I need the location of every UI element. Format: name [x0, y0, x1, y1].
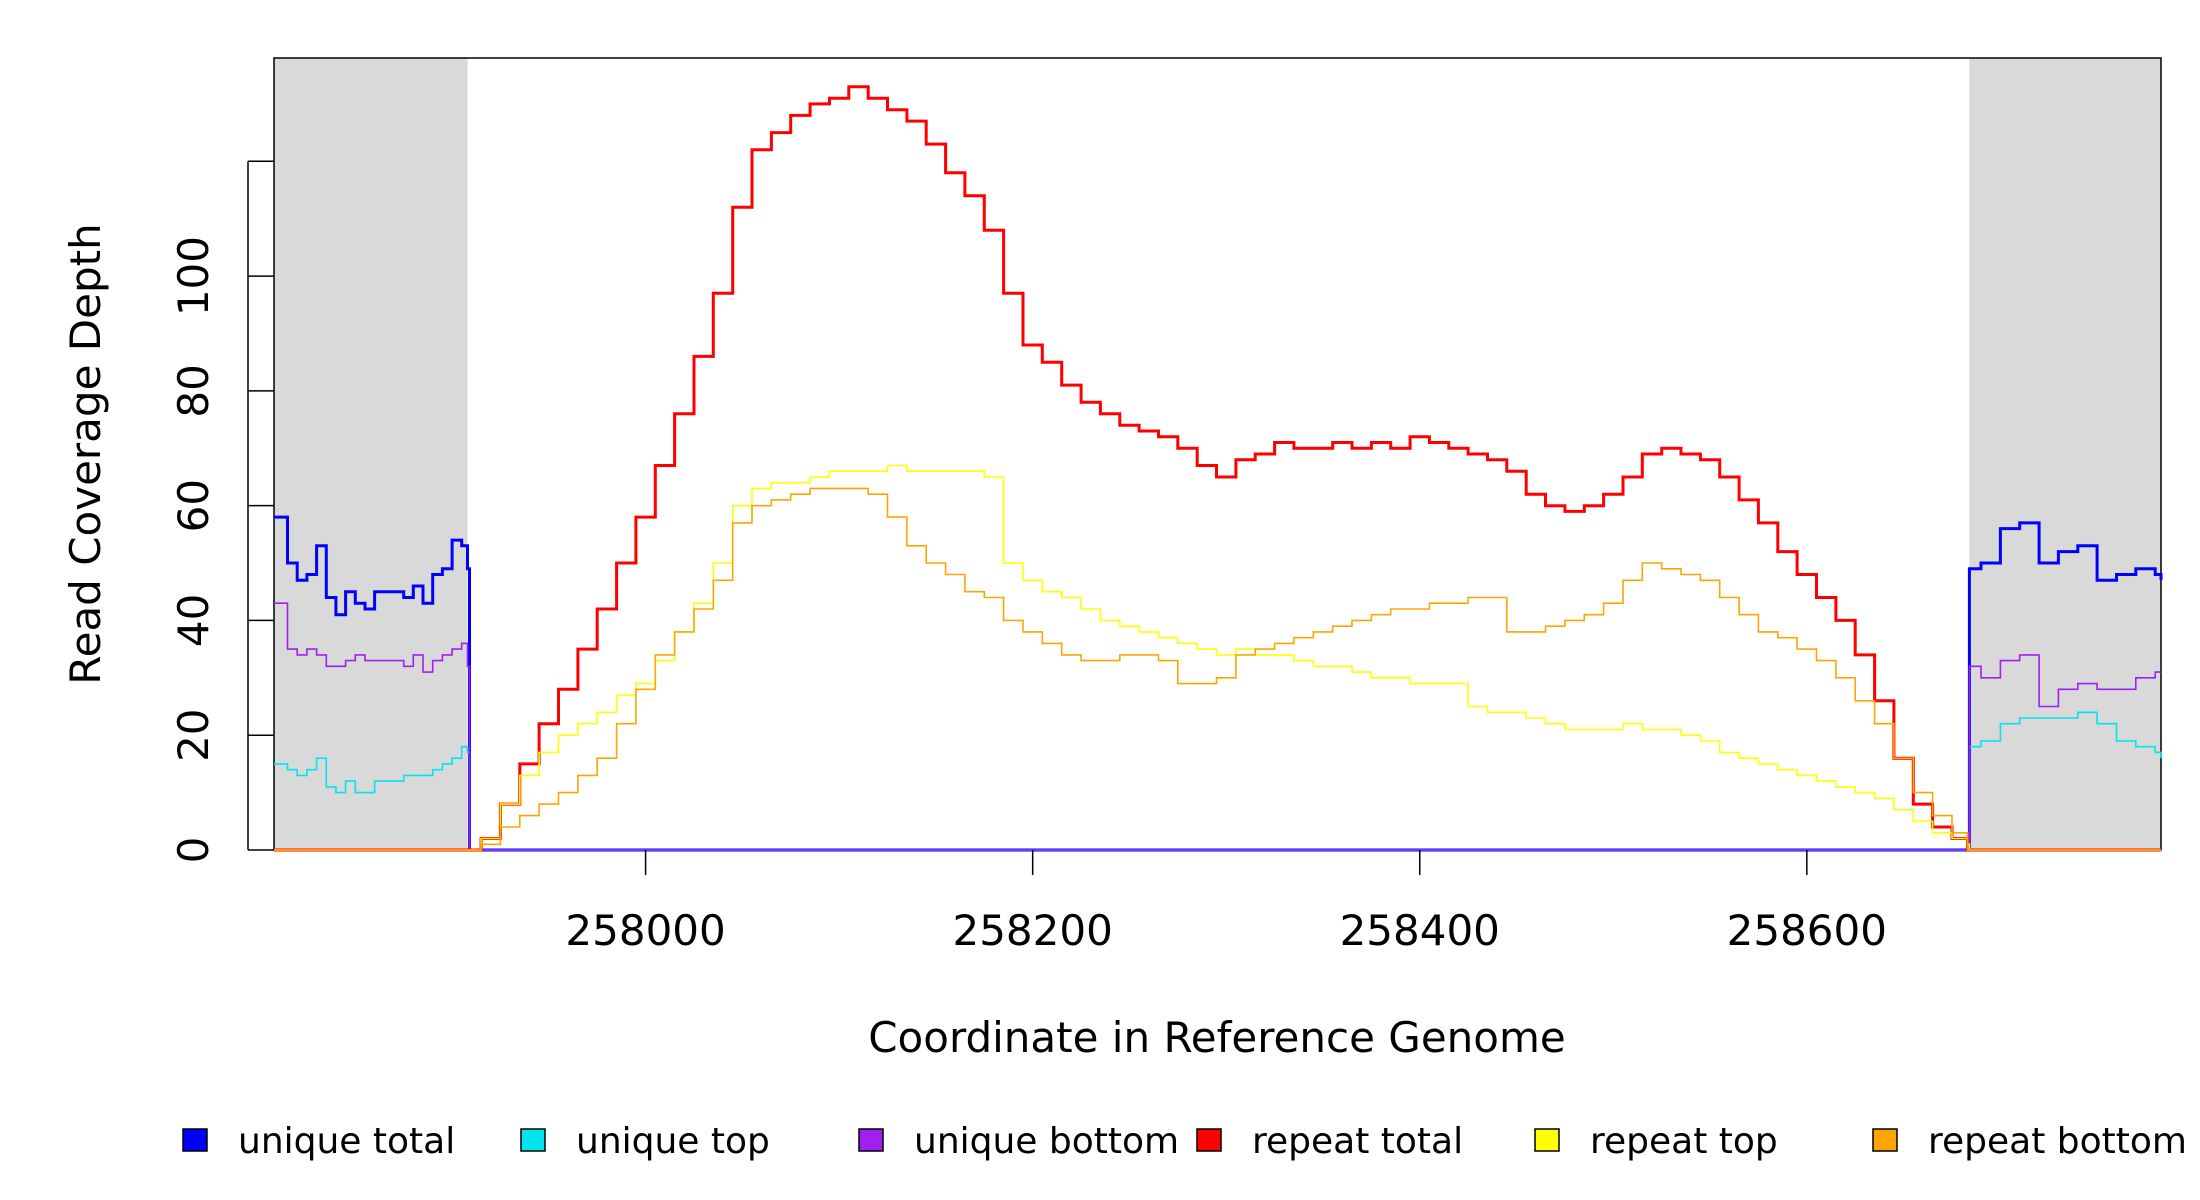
- y-tick-label: 80: [169, 364, 218, 417]
- y-tick-label: 40: [169, 594, 218, 647]
- x-tick-label: 258000: [565, 906, 725, 955]
- legend: unique total unique top unique bottom repea…: [182, 1121, 2187, 1162]
- legend-label: repeat top: [1590, 1121, 1778, 1162]
- legend-label: repeat total: [1252, 1121, 1463, 1162]
- legend-label: unique bottom: [914, 1121, 1179, 1162]
- series-lines: [274, 85, 2163, 852]
- series-line-unique-top: [274, 711, 2162, 851]
- shaded-region: [1969, 58, 2161, 850]
- x-tick-label: 258400: [1340, 906, 1500, 955]
- legend-swatch: [1196, 1128, 1222, 1152]
- series-line-repeat-bottom: [274, 487, 2161, 851]
- x-tick-label: 258600: [1727, 906, 1887, 955]
- series-line-unique-bottom: [274, 602, 2161, 851]
- series-line-repeat-top: [274, 464, 2161, 851]
- x-axis-title: Coordinate in Reference Genome: [868, 1013, 1566, 1062]
- legend-swatch: [520, 1128, 546, 1152]
- legend-swatch: [182, 1128, 208, 1152]
- legend-label: repeat bottom: [1928, 1121, 2187, 1162]
- y-tick-label: 0: [169, 837, 218, 864]
- shaded-region: [274, 58, 468, 850]
- x-axis: 258000 258200 258400 258600: [565, 850, 1887, 955]
- shaded-regions: [274, 58, 2161, 850]
- y-axis: 0 20 40 60 80 100: [169, 160, 274, 864]
- y-tick-label: 100: [169, 236, 218, 316]
- y-axis-title: Read Coverage Depth: [61, 223, 110, 684]
- legend-swatch: [1872, 1128, 1898, 1152]
- y-tick-label: 60: [169, 479, 218, 532]
- plot-frame: [273, 57, 2162, 851]
- legend-label: unique top: [576, 1121, 770, 1162]
- legend-label: unique total: [238, 1121, 455, 1162]
- y-tick-label: 20: [169, 708, 218, 761]
- series-line-repeat-total: [274, 85, 2161, 852]
- x-tick-label: 258200: [952, 906, 1112, 955]
- series-line-unique-total: [274, 515, 2163, 852]
- legend-swatch: [858, 1128, 884, 1152]
- legend-swatch: [1534, 1128, 1560, 1152]
